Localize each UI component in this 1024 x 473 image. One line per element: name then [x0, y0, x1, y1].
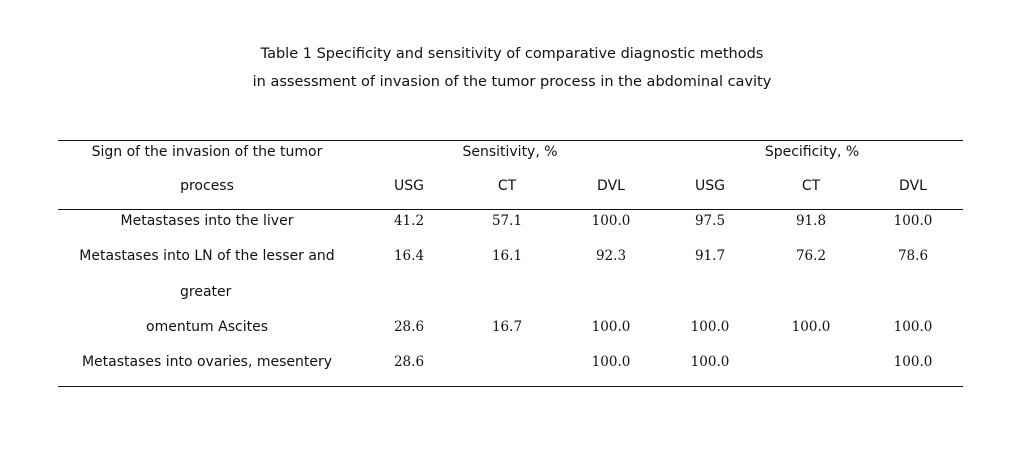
- row-1-spec-usg: 97.5: [694, 213, 726, 229]
- header-sensitivity-dvl: DVL: [597, 178, 625, 194]
- row-2-sens-dvl: 92.3: [595, 248, 627, 264]
- row-4-spec-dvl: 100.0: [893, 319, 933, 335]
- header-sign-line-1: Sign of the invasion of the tumor: [91, 144, 323, 160]
- header-specificity-usg: USG: [695, 178, 725, 194]
- row-5-sign: Metastases into ovaries, mesentery: [81, 354, 333, 370]
- header-sensitivity: Sensitivity, %: [462, 144, 558, 160]
- row-2-spec-dvl: 78.6: [897, 248, 929, 264]
- row-2-sens-ct: 16.1: [491, 248, 523, 264]
- row-5-spec-dvl: 100.0: [893, 354, 933, 370]
- row-5-spec-usg: 100.0: [690, 354, 730, 370]
- row-4-sign: omentum Ascites: [146, 319, 268, 335]
- row-4-sens-dvl: 100.0: [591, 319, 631, 335]
- row-3-sign: greater: [180, 284, 232, 300]
- table-caption-line-2: in assessment of invasion of the tumor p…: [252, 74, 772, 90]
- row-4-sens-ct: 16.7: [491, 319, 523, 335]
- header-specificity-dvl: DVL: [899, 178, 927, 194]
- row-1-sens-ct: 57.1: [491, 213, 523, 229]
- row-2-sens-usg: 16.4: [393, 248, 425, 264]
- header-sensitivity-ct: CT: [497, 178, 517, 194]
- header-specificity: Specificity, %: [764, 144, 860, 160]
- row-2-sign: Metastases into LN of the lesser and: [79, 248, 335, 264]
- header-sensitivity-usg: USG: [394, 178, 424, 194]
- row-2-spec-ct: 76.2: [795, 248, 827, 264]
- row-1-sens-dvl: 100.0: [591, 213, 631, 229]
- row-2-spec-usg: 91.7: [694, 248, 726, 264]
- table-bottom-rule: [58, 386, 963, 387]
- table-header-rule: [58, 209, 963, 210]
- row-4-sens-usg: 28.6: [393, 319, 425, 335]
- row-1-sens-usg: 41.2: [393, 213, 425, 229]
- header-specificity-ct: CT: [801, 178, 821, 194]
- row-5-sens-usg: 28.6: [393, 354, 425, 370]
- header-sign-line-2: process: [180, 178, 234, 194]
- row-1-spec-dvl: 100.0: [893, 213, 933, 229]
- row-5-sens-dvl: 100.0: [591, 354, 631, 370]
- row-1-sign: Metastases into the liver: [120, 213, 294, 229]
- table-caption-line-1: Table 1 Specificity and sensitivity of c…: [260, 46, 764, 62]
- row-4-spec-ct: 100.0: [791, 319, 831, 335]
- row-1-spec-ct: 91.8: [795, 213, 827, 229]
- table-top-rule: [58, 140, 963, 141]
- row-4-spec-usg: 100.0: [690, 319, 730, 335]
